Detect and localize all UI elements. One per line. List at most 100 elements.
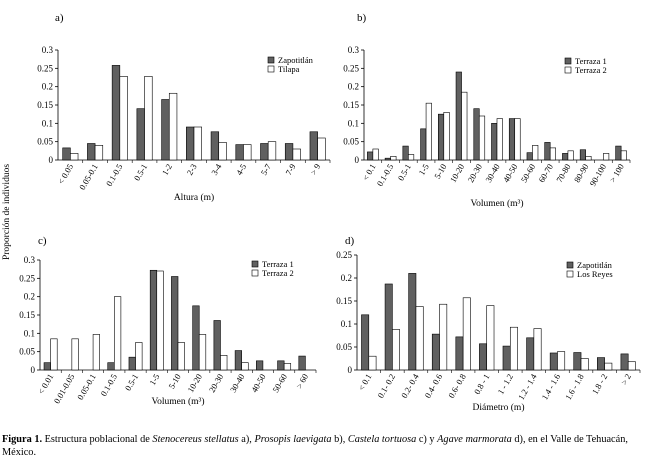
- x-tick-label: 70-80: [554, 162, 573, 184]
- legend-swatch-2: [251, 269, 259, 277]
- x-tick-label: 0.5-1: [396, 162, 414, 182]
- bar-series1-11: [597, 357, 605, 371]
- bar-series2-8: [243, 144, 252, 161]
- x-axis-label: Diámetro (m): [473, 402, 525, 413]
- y-tick-label: 0.15: [37, 100, 53, 110]
- y-tick-label: 0.1: [24, 328, 35, 338]
- y-tick-label: 0.3: [348, 45, 360, 55]
- bar-series2-8: [533, 328, 542, 371]
- bar-series2-3: [119, 76, 128, 161]
- bar-series2-3: [92, 334, 100, 371]
- x-tick-label: 3-4: [209, 161, 224, 176]
- x-tick-label: < 0.01: [36, 372, 56, 396]
- bar-series1-5: [455, 336, 464, 371]
- bar-series2-2: [390, 156, 397, 161]
- y-tick-label: 0.15: [343, 100, 359, 110]
- bar-series2-13: [585, 156, 592, 161]
- bar-series1-1: [367, 151, 374, 161]
- x-tick-label: 0.5-1: [123, 372, 141, 392]
- bar-series1-12: [562, 153, 569, 161]
- legend-swatch-1: [267, 56, 275, 64]
- panel-tag: d): [345, 235, 355, 247]
- bar-series2-9: [514, 118, 521, 161]
- bar-series1-12: [620, 353, 629, 371]
- x-tick-label: 40-50: [249, 372, 268, 394]
- x-tick-label: 10-20: [448, 162, 467, 184]
- bar-series2-2: [94, 145, 104, 161]
- bar-series2-5: [443, 112, 450, 161]
- bar-series1-4: [107, 362, 115, 371]
- bar-series2-7: [509, 326, 518, 371]
- x-tick-label: 20-30: [465, 162, 484, 184]
- x-tick-label: 90-100: [587, 162, 608, 188]
- x-tick-label: > 2: [619, 372, 633, 387]
- bar-series1-2: [384, 283, 393, 371]
- y-tick-label: 0.05: [19, 347, 35, 357]
- x-tick-label: < 0.1: [360, 162, 377, 182]
- caption-species-3: Castela tortuosa: [347, 434, 417, 445]
- bar-series2-4: [439, 303, 448, 371]
- caption-text-2: a),: [238, 434, 255, 445]
- x-axis-label: Volumen (m³): [470, 198, 523, 209]
- bar-series1-9: [260, 143, 269, 161]
- bar-series1-11: [544, 142, 551, 161]
- bar-series2-14: [603, 153, 610, 161]
- bar-series1-3: [111, 65, 121, 161]
- bar-series1-4: [431, 333, 440, 371]
- x-tick-label: 0.05-0.1: [77, 162, 100, 192]
- x-tick-label: 5-7: [259, 162, 273, 177]
- y-tick-label: 0.05: [37, 137, 53, 147]
- x-tick-label: 0.01-0.05: [52, 372, 77, 405]
- y-tick-label: 0.3: [42, 45, 54, 55]
- bar-series1-11: [256, 360, 264, 371]
- x-tick-label: 50-60: [519, 162, 538, 184]
- bar-series1-2: [384, 157, 391, 161]
- bar-series2-3: [415, 306, 424, 371]
- bar-series1-8: [235, 144, 244, 161]
- bar-series1-12: [277, 360, 285, 371]
- x-tick-label: 0.05-0.1: [75, 372, 98, 402]
- y-tick-label: 0.1: [348, 118, 359, 128]
- y-tick-label: 0.25: [37, 63, 53, 73]
- bar-series1-1: [62, 147, 71, 161]
- bar-series1-5: [161, 99, 170, 161]
- bar-series1-6: [455, 71, 462, 161]
- bar-series2-9: [267, 141, 277, 161]
- y-tick-label: 0.25: [343, 63, 359, 73]
- bar-series1-7: [171, 276, 179, 371]
- chart-panel-3: c)00.050.10.150.20.250.3< 0.010.01-0.050…: [19, 235, 317, 407]
- x-tick-label: 0.4- 0.6: [422, 372, 444, 400]
- x-tick-label: 7-9: [283, 162, 297, 177]
- bar-series1-9: [508, 118, 516, 161]
- y-tick-label: 0.15: [336, 296, 352, 306]
- bar-series1-7: [502, 345, 511, 371]
- y-tick-label: 0.2: [341, 273, 352, 283]
- y-tick-label: 0.05: [343, 137, 359, 147]
- legend-swatch-2: [566, 270, 574, 278]
- bar-series1-3: [408, 273, 417, 371]
- bar-series1-7: [473, 108, 480, 161]
- bar-series2-4: [114, 296, 122, 371]
- bar-series2-1: [70, 153, 79, 161]
- legend-swatch-1: [566, 261, 574, 269]
- legend-label-1: Zapotitlán: [577, 260, 613, 270]
- y-tick-label: 0.25: [19, 273, 35, 283]
- x-tick-label: 1-5: [147, 372, 161, 387]
- y-tick-label: 0.2: [348, 82, 359, 92]
- y-tick-label: 0.1: [42, 118, 53, 128]
- x-axis-label: Altura (m): [174, 192, 214, 203]
- y-tick-label: 0.1: [341, 319, 352, 329]
- bar-series2-10: [532, 145, 539, 161]
- y-tick-label: 0.05: [336, 342, 352, 352]
- legend-label-1: Terraza 1: [262, 259, 294, 269]
- bar-series1-2: [87, 143, 96, 161]
- bar-series1-3: [402, 145, 409, 161]
- bar-series1-1: [361, 314, 370, 371]
- caption-species-2: Prosopis laevigata: [254, 434, 332, 445]
- bar-series2-7: [177, 342, 185, 371]
- x-tick-label: 0.5-1: [132, 162, 150, 182]
- bar-series2-7: [218, 142, 227, 161]
- bar-series2-6: [156, 270, 164, 371]
- bar-series2-1: [50, 338, 58, 371]
